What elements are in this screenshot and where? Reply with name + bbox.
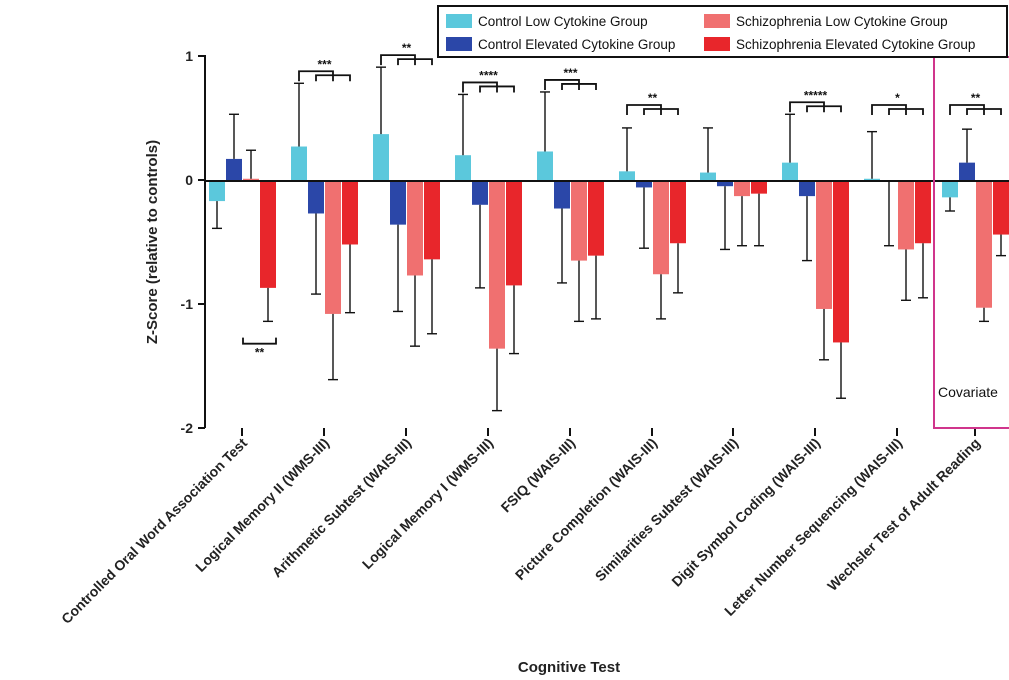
significance-layer: ********* ***** ***** * **** — [242, 41, 1002, 360]
significance-bracket — [789, 101, 842, 113]
x-tick-label: Controlled Oral Word Association Test — [58, 435, 250, 627]
significance-bracket — [462, 81, 515, 93]
legend-label-1: Control Elevated Cytokine Group — [478, 37, 675, 52]
bar — [226, 158, 242, 180]
legend-label-3: Schizophrenia Elevated Cytokine Group — [736, 37, 975, 52]
bar — [864, 178, 880, 180]
x-tick-label: Wechsler Test of Adult Reading — [824, 435, 983, 594]
bar — [799, 180, 815, 197]
legend-swatch-1 — [446, 37, 472, 51]
legend-swatch-3 — [704, 37, 730, 51]
bar — [734, 180, 750, 197]
bar — [717, 180, 733, 187]
significance-label: ***** — [804, 88, 828, 102]
legend-label-2: Schizophrenia Low Cytokine Group — [736, 14, 948, 29]
bar — [942, 180, 958, 198]
bar — [260, 180, 276, 288]
bar — [243, 178, 259, 180]
x-axis-title: Cognitive Test — [518, 659, 620, 676]
bar — [472, 180, 488, 205]
bar — [407, 180, 423, 276]
legend-swatch-0 — [446, 14, 472, 28]
significance-label-low: ** — [255, 346, 265, 360]
bar — [751, 180, 767, 194]
x-tick-label: Letter Number Sequencing (WAIS-III) — [721, 435, 905, 619]
covariate-box — [933, 56, 1009, 429]
y-tick-label: -1 — [181, 296, 194, 312]
bar — [653, 180, 669, 275]
bar — [619, 171, 635, 180]
significance-label: *** — [563, 66, 577, 80]
significance-bracket — [626, 104, 679, 115]
significance-bracket — [949, 104, 1002, 115]
bar — [489, 180, 505, 349]
covariate-label: Covariate — [938, 384, 998, 400]
bar — [506, 180, 522, 286]
y-ticks: 1 0 -1 -2 — [181, 48, 205, 436]
bar — [424, 180, 440, 260]
significance-bracket — [544, 79, 597, 90]
significance-bracket — [871, 104, 924, 115]
x-tick-label: FSIQ (WAIS-III) — [498, 435, 579, 516]
bar — [342, 180, 358, 245]
bar — [833, 180, 849, 343]
x-tick-label: Logical Memory II (WMS-III) — [192, 435, 332, 575]
bar — [782, 162, 798, 180]
y-axis-title: Z-Score (relative to controls) — [144, 140, 161, 344]
significance-label: * — [895, 91, 900, 105]
error-bars-layer — [212, 66, 1006, 412]
bar — [373, 134, 389, 180]
bar — [291, 146, 307, 180]
bar — [209, 180, 225, 202]
y-tick-label: -2 — [181, 420, 194, 436]
significance-label: ** — [971, 91, 981, 105]
significance-bracket — [380, 54, 433, 66]
bar — [588, 180, 604, 256]
x-tick-label: Similarities Subtest (WAIS-III) — [592, 435, 741, 584]
bar — [993, 180, 1009, 235]
x-tick-label: Picture Completion (WAIS-III) — [512, 435, 660, 583]
bar — [554, 180, 570, 209]
significance-label: ** — [648, 91, 658, 105]
significance-bracket-low — [242, 337, 277, 345]
bars-layer — [209, 134, 1009, 349]
bar — [571, 180, 587, 261]
axes — [204, 55, 1009, 428]
x-tick-label: Logical Memory I (WMS-III) — [359, 435, 496, 572]
bar — [700, 172, 716, 180]
bar — [898, 180, 914, 250]
y-tick-label: 0 — [185, 172, 193, 188]
bar — [670, 180, 686, 244]
bar — [976, 180, 992, 308]
bar — [455, 155, 471, 180]
legend: Control Low Cytokine Group Control Eleva… — [437, 5, 1008, 58]
bar — [308, 180, 324, 214]
bar — [390, 180, 406, 225]
legend-swatch-2 — [704, 14, 730, 28]
bar — [816, 180, 832, 309]
bar — [325, 180, 341, 314]
significance-label: **** — [479, 68, 498, 82]
x-tick-label: Digit Symbol Coding (WAIS-III) — [668, 435, 823, 590]
significance-bracket — [298, 70, 351, 82]
x-ticks: Controlled Oral Word Association TestLog… — [58, 428, 983, 627]
x-tick-label: Arithmetic Subtest (WAIS-III) — [269, 435, 415, 581]
significance-label: *** — [317, 57, 331, 71]
legend-label-0: Control Low Cytokine Group — [478, 14, 648, 29]
bar — [915, 180, 931, 244]
bar — [537, 151, 553, 180]
significance-label: ** — [402, 41, 412, 55]
y-tick-label: 1 — [185, 48, 193, 64]
bar — [959, 162, 975, 180]
bar — [636, 180, 652, 188]
